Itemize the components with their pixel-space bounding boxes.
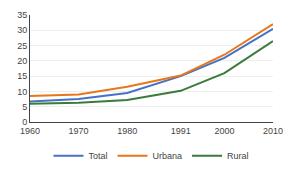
svg-text:30: 30 bbox=[17, 25, 27, 35]
svg-text:10: 10 bbox=[17, 87, 27, 97]
svg-text:25: 25 bbox=[17, 41, 27, 51]
svg-text:2000: 2000 bbox=[214, 126, 234, 136]
svg-text:Urbana: Urbana bbox=[153, 151, 183, 161]
svg-text:1960: 1960 bbox=[20, 126, 40, 136]
svg-text:Rural: Rural bbox=[227, 151, 249, 161]
svg-text:2010: 2010 bbox=[263, 126, 283, 136]
svg-text:35: 35 bbox=[17, 10, 27, 20]
svg-text:15: 15 bbox=[17, 71, 27, 81]
svg-text:1980: 1980 bbox=[117, 126, 137, 136]
svg-text:5: 5 bbox=[22, 102, 27, 112]
svg-text:1991: 1991 bbox=[171, 126, 191, 136]
svg-text:0: 0 bbox=[22, 117, 27, 127]
svg-text:1970: 1970 bbox=[69, 126, 89, 136]
svg-text:20: 20 bbox=[17, 56, 27, 66]
svg-text:Total: Total bbox=[89, 151, 108, 161]
